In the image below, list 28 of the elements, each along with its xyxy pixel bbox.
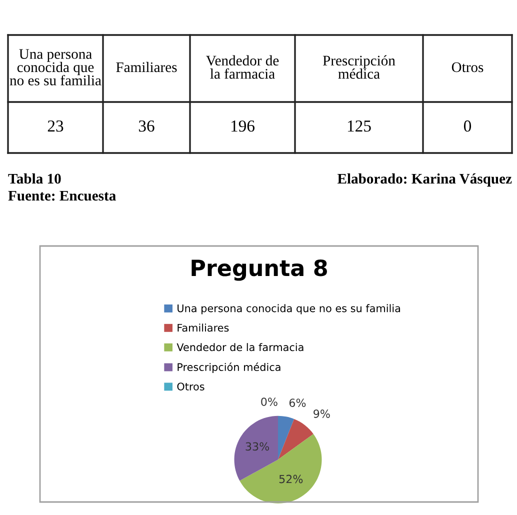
legend-label: Prescripción médica xyxy=(178,362,280,374)
text: Otros xyxy=(452,62,484,72)
text: Una persona conocida que no es su familia xyxy=(10,49,102,86)
text: Elaborado: Karina Vásquez xyxy=(337,173,512,187)
legend-label: Otros xyxy=(177,382,204,390)
text: 196 xyxy=(231,120,255,132)
pie-slice xyxy=(278,416,294,460)
text: Vendedor de la farmacia xyxy=(206,55,279,79)
text: 36 xyxy=(138,120,154,132)
text: Prescripción médica xyxy=(322,55,396,79)
chart-title: Pregunta 8 xyxy=(192,259,327,281)
pie-slice xyxy=(234,416,278,481)
source-note: Fuente: Encuesta xyxy=(8,190,116,201)
text: 0 xyxy=(464,120,472,132)
legend-label: Una persona conocida que no es su familia xyxy=(178,304,400,314)
data-label: 9% xyxy=(314,410,330,418)
text: 23 xyxy=(48,120,64,132)
legend-label: Vendedor de la farmacia xyxy=(176,343,304,352)
text: 0% xyxy=(261,398,278,406)
legend-label: Familiares xyxy=(178,324,229,332)
text: 125 xyxy=(348,120,371,132)
data-label: 33% xyxy=(246,442,270,451)
text: Tabla 10 xyxy=(8,173,61,184)
pie-slice xyxy=(278,418,314,460)
data-label: 6% xyxy=(289,398,306,408)
pie-slice xyxy=(240,434,322,504)
text: Familiares xyxy=(116,62,177,72)
data-label: 52% xyxy=(279,474,303,484)
